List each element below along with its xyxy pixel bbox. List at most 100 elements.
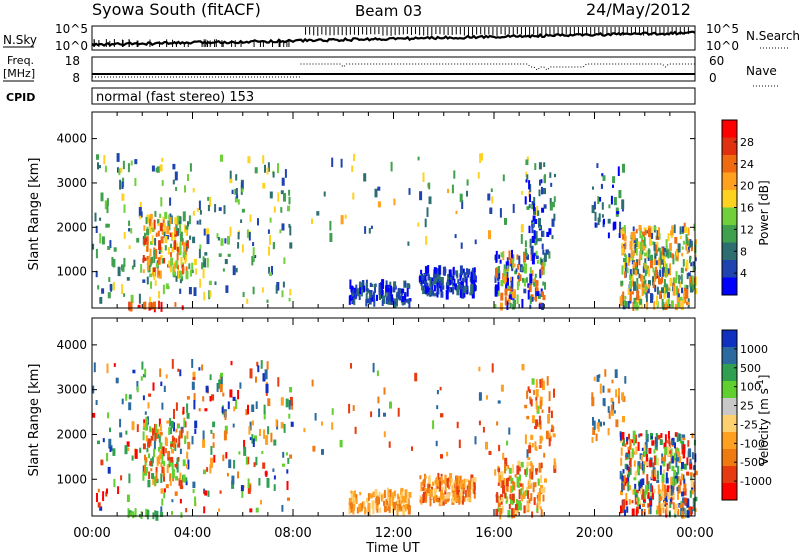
power-echo [153, 272, 156, 281]
velocity-echo [348, 497, 352, 505]
power-echo [370, 225, 373, 229]
power-echo [672, 285, 676, 296]
power-echo [240, 219, 243, 223]
velocity-echo [175, 402, 178, 411]
power-echo [641, 239, 645, 245]
power-echo [153, 219, 156, 230]
velocity-echo [355, 494, 358, 502]
power-echo [521, 298, 524, 309]
power-echo [223, 205, 226, 215]
velocity-echo [553, 388, 555, 398]
velocity-echo [263, 410, 266, 420]
velocity-echo [637, 441, 640, 451]
power-echo [621, 248, 624, 254]
velocity-echo [664, 447, 668, 455]
velocity-echo [312, 445, 316, 452]
velocity-echo [625, 452, 629, 458]
power-echo [621, 199, 625, 209]
velocity-echo [676, 432, 679, 442]
power-echo [160, 197, 163, 207]
velocity-echo [404, 505, 407, 509]
power-echo [280, 207, 283, 213]
power-echo [424, 218, 427, 228]
velocity-echo [426, 490, 430, 497]
velocity-echo [694, 470, 698, 476]
velocity-echo [505, 483, 509, 492]
power-echo [175, 187, 178, 191]
power-echo [648, 280, 651, 286]
velocity-echo [260, 360, 263, 369]
velocity-echo [543, 452, 546, 458]
power-echo [500, 280, 504, 287]
power-echo [283, 193, 286, 202]
velocity-echo [627, 474, 630, 484]
power-echo [488, 230, 491, 240]
velocity-echo [194, 496, 197, 506]
power-echo [532, 296, 535, 301]
power-echo [627, 257, 630, 266]
power-echo [459, 289, 462, 298]
power-echo [384, 292, 387, 297]
nsky-line [91, 30, 696, 47]
velocity-echo [339, 439, 343, 448]
velocity-ylabel: Slant Range [km] [27, 364, 42, 477]
power-echo [459, 193, 463, 203]
velocity-echo [682, 435, 686, 441]
colorbar-swatch [722, 330, 737, 348]
power-echo [459, 275, 462, 281]
velocity-echo [161, 466, 164, 473]
velocity-echo [146, 509, 149, 520]
power-echo [359, 281, 362, 288]
power-echo [518, 282, 521, 287]
velocity-echo [171, 448, 174, 454]
velocity-echo [644, 491, 647, 499]
velocity-echo [459, 475, 462, 483]
power-echo [549, 172, 552, 178]
power-echo [161, 180, 164, 186]
power-echo [381, 279, 385, 290]
power-echo [618, 190, 622, 199]
velocity-echo [436, 405, 439, 410]
power-echo [686, 259, 689, 269]
power-echo [170, 252, 172, 258]
power-echo [149, 213, 153, 219]
velocity-echo [676, 448, 680, 452]
power-echo [426, 285, 429, 293]
power-echo [509, 277, 512, 283]
power-echo [427, 274, 430, 280]
power-echo [97, 285, 100, 290]
power-echo [543, 188, 546, 195]
power-echo [528, 225, 531, 234]
power-echo [597, 196, 600, 204]
velocity-echo [350, 493, 353, 498]
power-echo [151, 267, 154, 276]
colorbar-swatch [722, 347, 737, 365]
velocity-echo [163, 492, 166, 499]
velocity-echo [639, 433, 643, 437]
velocity-echo [356, 507, 359, 514]
velocity-echo [672, 484, 675, 493]
velocity-echo [353, 497, 356, 505]
power-echo [192, 188, 195, 193]
velocity-echo [690, 478, 694, 488]
velocity-echo [436, 390, 439, 395]
velocity-echo [546, 376, 549, 386]
power-echo [550, 202, 553, 211]
velocity-echo [350, 363, 352, 369]
velocity-echo [631, 500, 634, 504]
velocity-echo [170, 427, 173, 435]
power-echo [674, 278, 677, 284]
power-echo [466, 179, 469, 186]
power-echo [203, 228, 206, 236]
velocity-echo [538, 488, 541, 496]
velocity-echo [631, 489, 634, 495]
velocity-echo [142, 373, 146, 378]
velocity-echo [359, 491, 362, 496]
power-echo [364, 226, 367, 234]
velocity-echo [625, 477, 628, 486]
power-echo [368, 228, 371, 234]
power-echo [217, 237, 220, 241]
power-echo [523, 252, 527, 263]
velocity-echo [620, 457, 623, 466]
velocity-echo [625, 492, 628, 501]
